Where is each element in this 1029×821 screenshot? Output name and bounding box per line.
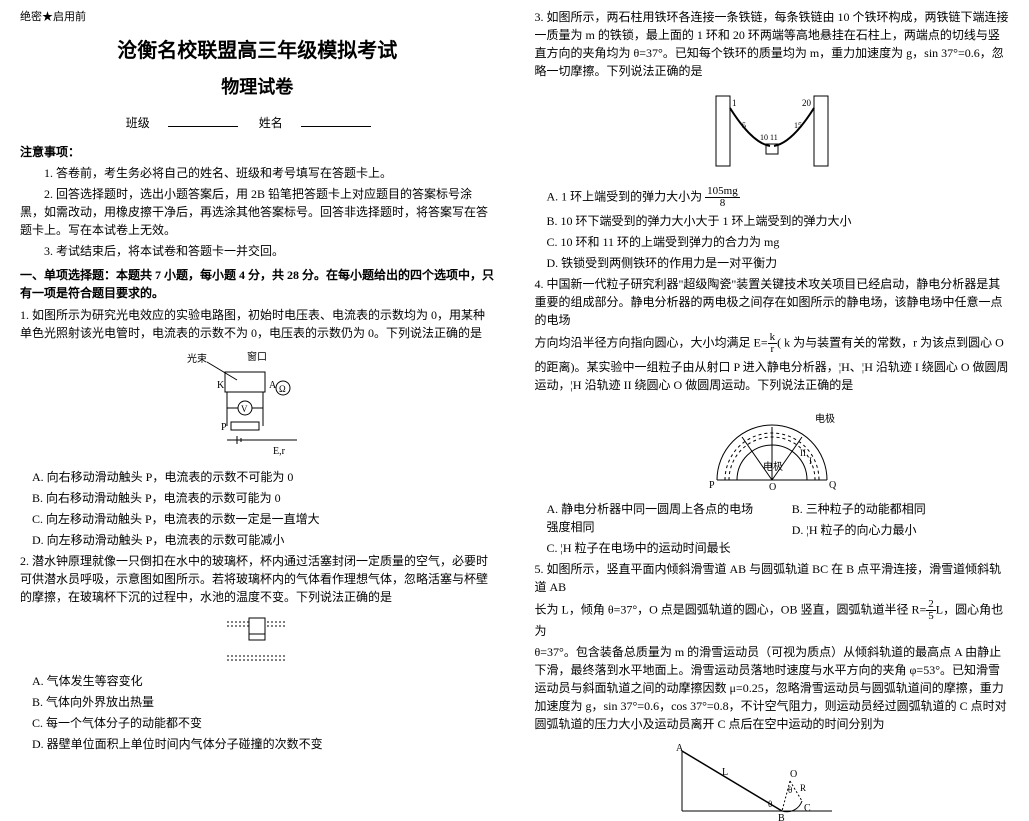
q1-opt-c: C. 向左移动滑动触头 P，电流表的示数一定是一直增大 — [32, 510, 495, 528]
fig1-K: K — [217, 380, 225, 391]
fig3-l15: 15 — [794, 121, 802, 130]
q4-text: 4. 中国新一代粒子研究利器"超级陶瓷"装置关键技术攻关项目已经启动，静电分析器… — [535, 275, 1010, 329]
q1-figure: 光束 窗口 K A V Ω P E,r — [20, 350, 495, 460]
fig1-V: V — [241, 404, 248, 414]
fig3-l1: 1 — [732, 98, 737, 108]
q5-text: 5. 如图所示，竖直平面内倾斜滑雪道 AB 与圆弧轨道 BC 在 B 点平滑连接… — [535, 560, 1010, 596]
notice-3: 3. 考试结束后，将本试卷和答题卡一并交回。 — [20, 242, 495, 260]
top-secret: 绝密★启用前 — [20, 8, 495, 24]
fig5-R: R — [800, 783, 806, 793]
q5-text-c: θ=37°。包含装备总质量为 m 的滑雪运动员（可视为质点）从倾斜轨道的最高点 … — [535, 643, 1010, 733]
q1-text: 1. 如图所示为研究光电效应的实验电路图，初始时电压表、电流表的示数均为 0，用… — [20, 306, 495, 342]
q3-opt-b: B. 10 环下端受到的弹力大小大于 1 环上端受到的弹力大小 — [547, 212, 1010, 230]
q4-opt-b: B. 三种粒子的动能都相同 — [792, 500, 1009, 518]
q2-opt-a: A. 气体发生等容变化 — [32, 672, 495, 690]
fig5-th2: θ — [788, 785, 792, 795]
notice-2: 2. 回答选择题时，选出小题答案后，用 2B 铅笔把答题卡上对应题目的答案标号涂… — [20, 185, 495, 239]
class-blank[interactable] — [168, 113, 238, 127]
fig1-er: E,r — [273, 446, 286, 457]
q2-opt-c: C. 每一个气体分子的动能都不变 — [32, 714, 495, 732]
fig1-ohm: Ω — [279, 384, 286, 394]
fig4-II: II — [800, 448, 806, 458]
q4-text-d: 的距离)。某实验中一组粒子由从射口 P 进入静电分析器，¦H、¦H 沿轨迹 I … — [535, 358, 1010, 394]
notice-head: 注意事项： — [20, 143, 495, 160]
q1-opt-a: A. 向右移动滑动触头 P，电流表的示数不可能为 0 — [32, 468, 495, 486]
class-name-fields: 班级 姓名 — [20, 113, 495, 131]
fig5-O: O — [790, 769, 797, 780]
q4-figure: 电极 电极 P Q O I II — [535, 402, 1010, 492]
name-blank[interactable] — [301, 113, 371, 127]
q4-text-b: 方向均沿半径方向指向圆心，大小均满足 E=kr( k 为与装置有关的常数，r 为… — [535, 332, 1010, 355]
name-label: 姓名 — [259, 114, 283, 128]
fig5-A: A — [676, 743, 684, 754]
q3-text: 3. 如图所示，两石柱用铁环各连接一条铁链，每条铁链由 10 个铁环构成，两铁链… — [535, 8, 1010, 80]
notice-1: 1. 答卷前，考生务必将自己的姓名、班级和考号填写在答题卡上。 — [20, 164, 495, 182]
fig4-dj2: 电极 — [763, 460, 783, 473]
fig4-Q: Q — [829, 480, 837, 491]
q3-figure: 1 20 10 11 5 15 — [535, 88, 1010, 178]
fig4-dj: 电极 — [815, 412, 835, 425]
main-title: 沧衡名校联盟高三年级模拟考试 — [20, 34, 495, 63]
q5-text-b: 长为 L，倾角 θ=37°，O 点是圆弧轨道的圆心，OB 竖直，圆弧轨道半径 R… — [535, 599, 1010, 640]
q5-figure: A L O R B C θ θ — [535, 741, 1010, 821]
fig4-I: I — [809, 456, 812, 466]
fig5-th: θ — [768, 799, 772, 809]
fig1-ck: 窗口 — [247, 350, 267, 363]
fig1-gk: 光束 — [187, 352, 207, 365]
q2-figure — [20, 614, 495, 664]
fig5-B: B — [778, 813, 785, 821]
q1-opt-b: B. 向右移动滑动触头 P，电流表的示数可能为 0 — [32, 489, 495, 507]
fig3-l5: 5 — [742, 121, 746, 130]
fig4-O: O — [769, 482, 776, 492]
fig5-L: L — [722, 767, 728, 778]
q4-opt-c: C. ¦H 粒子在电场中的运动时间最长 — [547, 539, 764, 557]
q3-opt-c: C. 10 环和 11 环的上端受到弹力的合力为 mg — [547, 233, 1010, 251]
fig4-P: P — [709, 480, 715, 491]
q3-opt-a: A. 1 环上端受到的弹力大小为 105mg8 — [547, 186, 1010, 209]
fig5-C: C — [804, 803, 811, 814]
q2-text: 2. 潜水钟原理就像一只倒扣在水中的玻璃杯，杯内通过活塞封闭一定质量的空气，必要… — [20, 552, 495, 606]
q4-opt-a: A. 静电分析器中同一圆周上各点的电场强度相同 — [547, 500, 764, 536]
q3-opt-d: D. 铁锁受到两侧铁环的作用力是一对平衡力 — [547, 254, 1010, 272]
q4-opt-d: D. ¦H 粒子的向心力最小 — [792, 521, 1009, 539]
section-a: 一、单项选择题：本题共 7 小题，每小题 4 分，共 28 分。在每小题给出的四… — [20, 266, 495, 302]
fig1-P: P — [221, 422, 227, 433]
q1-opt-d: D. 向左移动滑动触头 P，电流表的示数可能减小 — [32, 531, 495, 549]
q2-opt-d: D. 器壁单位面积上单位时间内气体分子碰撞的次数不变 — [32, 735, 495, 753]
fig3-l1011: 10 11 — [760, 133, 778, 142]
fig3-l20: 20 — [802, 98, 812, 108]
q2-opt-b: B. 气体向外界放出热量 — [32, 693, 495, 711]
class-label: 班级 — [126, 114, 150, 128]
subject: 物理试卷 — [20, 73, 495, 99]
